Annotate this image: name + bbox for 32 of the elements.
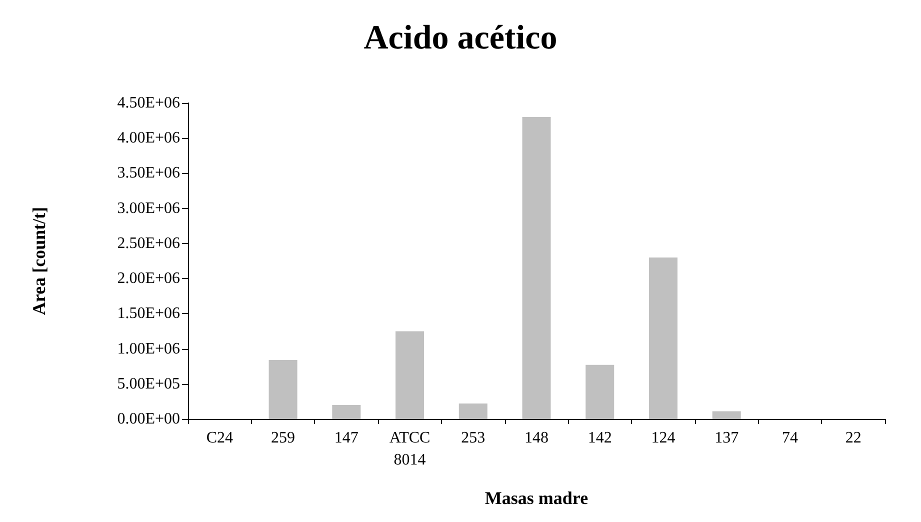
y-tick-label: 2.50E+06 — [117, 234, 180, 252]
y-tick-label: 3.00E+06 — [117, 200, 180, 217]
x-tick-label: 22 — [845, 430, 862, 446]
bar — [522, 117, 551, 419]
x-tick-label: 124 — [651, 430, 676, 446]
y-tick-label: 1.00E+06 — [117, 340, 180, 358]
x-tick-label: 147 — [334, 430, 358, 446]
bar — [648, 257, 678, 419]
x-tick-label: 142 — [588, 430, 612, 446]
y-tick-label: 2.00E+06 — [117, 270, 180, 288]
x-tick-label: 259 — [271, 430, 296, 446]
x-tick-label: 253 — [461, 430, 486, 446]
y-tick-label: 1.50E+06 — [117, 305, 180, 322]
y-tick-label: 4.50E+06 — [117, 94, 180, 112]
y-tick-label: 5.00E+05 — [117, 375, 180, 392]
bar — [332, 404, 361, 419]
x-tick-label: 74 — [782, 430, 798, 446]
x-tick-label: C24 — [206, 430, 234, 446]
bar — [268, 360, 298, 419]
chart-title: Acido acético — [364, 20, 558, 56]
x-tick-label: 137 — [714, 430, 739, 446]
y-tick-label: 4.00E+06 — [117, 130, 180, 147]
bar — [396, 331, 424, 419]
bar — [586, 364, 614, 419]
bar — [458, 404, 488, 419]
x-axis-title: Masas madre — [484, 488, 588, 508]
x-tick-label: 148 — [524, 430, 548, 446]
y-tick-label: 0.00E+00 — [117, 410, 180, 428]
y-tick-label: 3.50E+06 — [117, 164, 180, 182]
y-axis-title: Area [count/t] — [29, 206, 49, 316]
x-tick-label: ATCC 8014 — [389, 430, 430, 468]
bar — [712, 411, 741, 419]
